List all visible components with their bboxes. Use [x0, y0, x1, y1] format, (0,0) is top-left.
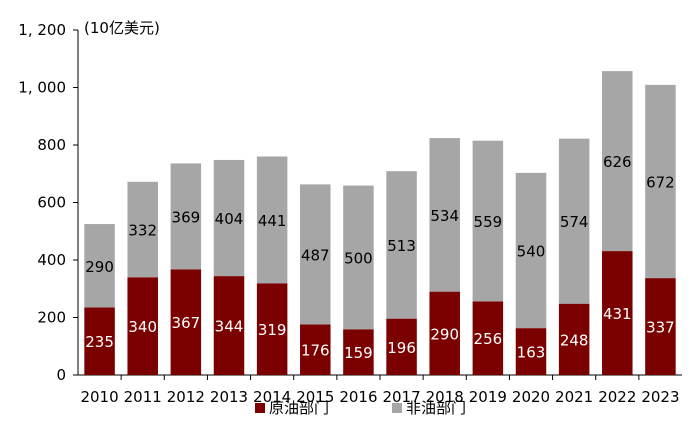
x-tick-label: 2015	[296, 388, 334, 406]
data-label: 196	[387, 339, 416, 357]
x-tick-label: 2014	[253, 388, 291, 406]
bars: 235 290 340 332 367 369 344 404 319 441 176 487 159 5…	[84, 71, 676, 375]
y-tick-label: 1, 200	[18, 21, 66, 39]
data-label: 534	[430, 207, 459, 225]
bar-oil-2019	[472, 301, 504, 375]
data-label: 176	[301, 342, 330, 360]
data-label: 431	[603, 305, 632, 323]
data-label: 574	[560, 213, 589, 231]
bar-nonoil-2023	[645, 84, 676, 279]
data-label: 487	[301, 246, 330, 264]
data-label: 367	[172, 314, 201, 332]
data-label: 441	[258, 212, 287, 230]
bar-nonoil-2012	[170, 163, 202, 270]
data-label: 404	[215, 210, 244, 228]
bar-oil-2021	[558, 303, 590, 375]
x-tick-label: 2020	[512, 388, 550, 406]
y-tick-label: 600	[37, 194, 66, 212]
data-label: 235	[85, 333, 114, 351]
x-tick-label: 2016	[339, 388, 377, 406]
bar-oil-2017	[386, 318, 417, 375]
y-axis-ticks: 0 200 400 600 800 1, 000 1, 200	[18, 21, 78, 384]
bar-nonoil-2022	[602, 71, 633, 252]
x-tick-label: 2018	[426, 388, 464, 406]
y-tick-label: 200	[37, 309, 66, 327]
y-tick-label: 400	[37, 251, 66, 269]
x-tick-label: 2022	[598, 388, 636, 406]
bar-nonoil-2021	[558, 138, 590, 304]
x-tick-label: 2021	[555, 388, 593, 406]
unit-label: (10亿美元)	[84, 19, 160, 37]
bar-nonoil-2019	[472, 140, 504, 302]
bar-oil-2020	[515, 328, 547, 375]
x-tick-label: 2019	[469, 388, 507, 406]
bar-oil-2022	[602, 251, 633, 375]
bar-nonoil-2013	[213, 159, 245, 277]
data-label: 337	[646, 319, 675, 337]
y-tick-label: 800	[37, 136, 66, 154]
data-label: 290	[85, 258, 114, 276]
x-tick-label: 2012	[167, 388, 205, 406]
data-label: 340	[128, 318, 157, 336]
bar-oil-2015	[300, 324, 331, 375]
data-label: 159	[344, 344, 373, 362]
legend-label: 非油部门	[406, 399, 466, 417]
data-label: 256	[474, 330, 503, 348]
data-label: 626	[603, 153, 632, 171]
data-label: 248	[560, 331, 589, 349]
bar-oil-2018	[429, 291, 460, 375]
x-tick-label: 2010	[80, 388, 118, 406]
y-tick-label: 1, 000	[18, 79, 66, 97]
bar-oil-2010	[84, 307, 115, 375]
x-axis-ticks: 2010 2011 2012 2013 2014 2015 2016 2017 2018 2019…	[80, 375, 680, 406]
legend: 原油部门 非油部门	[255, 399, 466, 417]
x-tick-label: 2013	[210, 388, 248, 406]
bar-nonoil-2015	[300, 184, 331, 325]
data-label: 672	[646, 174, 675, 192]
bar-oil-2012	[170, 269, 202, 375]
data-label: 559	[474, 213, 503, 231]
bar-nonoil-2014	[256, 156, 288, 284]
bar-nonoil-2010	[84, 224, 115, 308]
x-tick-label: 2011	[124, 388, 162, 406]
bar-nonoil-2017	[386, 171, 417, 319]
x-tick-label: 2017	[382, 388, 420, 406]
bar-nonoil-2011	[127, 181, 158, 278]
data-label: 163	[517, 344, 546, 362]
y-tick-label: 0	[56, 366, 66, 384]
bar-oil-2011	[127, 277, 158, 375]
x-tick-label: 2023	[641, 388, 679, 406]
data-label: 369	[172, 208, 201, 226]
bar-oil-2014	[256, 283, 288, 375]
legend-label: 原油部门	[269, 399, 329, 417]
data-label: 540	[517, 243, 546, 261]
data-label: 290	[430, 325, 459, 343]
bar-oil-2023	[645, 278, 676, 375]
data-label: 513	[387, 237, 416, 255]
bar-nonoil-2020	[515, 172, 547, 329]
bar-oil-2016	[343, 329, 374, 375]
data-label: 319	[258, 321, 287, 339]
data-label: 344	[215, 318, 244, 336]
bar-nonoil-2016	[343, 185, 374, 330]
legend-swatch	[392, 403, 402, 413]
data-label: 500	[344, 249, 373, 267]
legend-swatch	[255, 403, 265, 413]
bar-oil-2013	[213, 276, 245, 375]
data-label: 332	[128, 222, 157, 240]
bar-nonoil-2018	[429, 138, 460, 292]
